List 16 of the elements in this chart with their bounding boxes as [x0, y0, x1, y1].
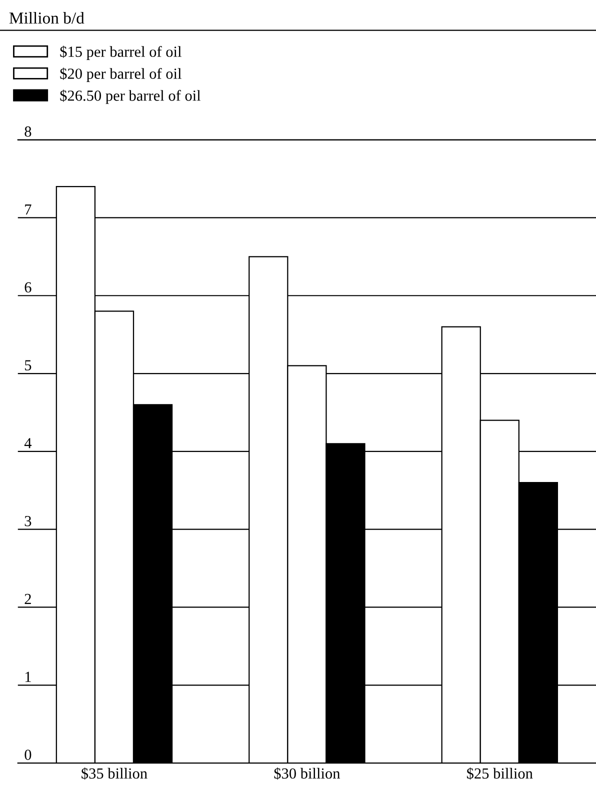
legend-label: $20 per barrel of oil — [60, 68, 182, 82]
y-tick-label: 3 — [24, 516, 32, 526]
x-tick-label: $35 billion — [82, 767, 148, 780]
y-tick-label: 5 — [25, 360, 32, 370]
y-tick-label: 8 — [24, 126, 32, 137]
legend-label: $26.50 per barrel of oil — [60, 90, 201, 104]
y-tick-label: 7 — [25, 204, 32, 214]
y-tick-label: 2 — [24, 594, 31, 604]
y-tick-label: 6 — [24, 282, 32, 293]
y-tick-label: 4 — [24, 438, 32, 448]
y-tick-label: 1 — [25, 672, 31, 682]
legend-label: $15 per barrel of oil — [60, 46, 182, 60]
x-tick-label: $30 billion — [274, 767, 340, 780]
y-tick-label: 0 — [24, 750, 32, 760]
chart-title: Million b/d — [9, 12, 84, 24]
x-tick-label: $25 billion — [466, 767, 533, 780]
